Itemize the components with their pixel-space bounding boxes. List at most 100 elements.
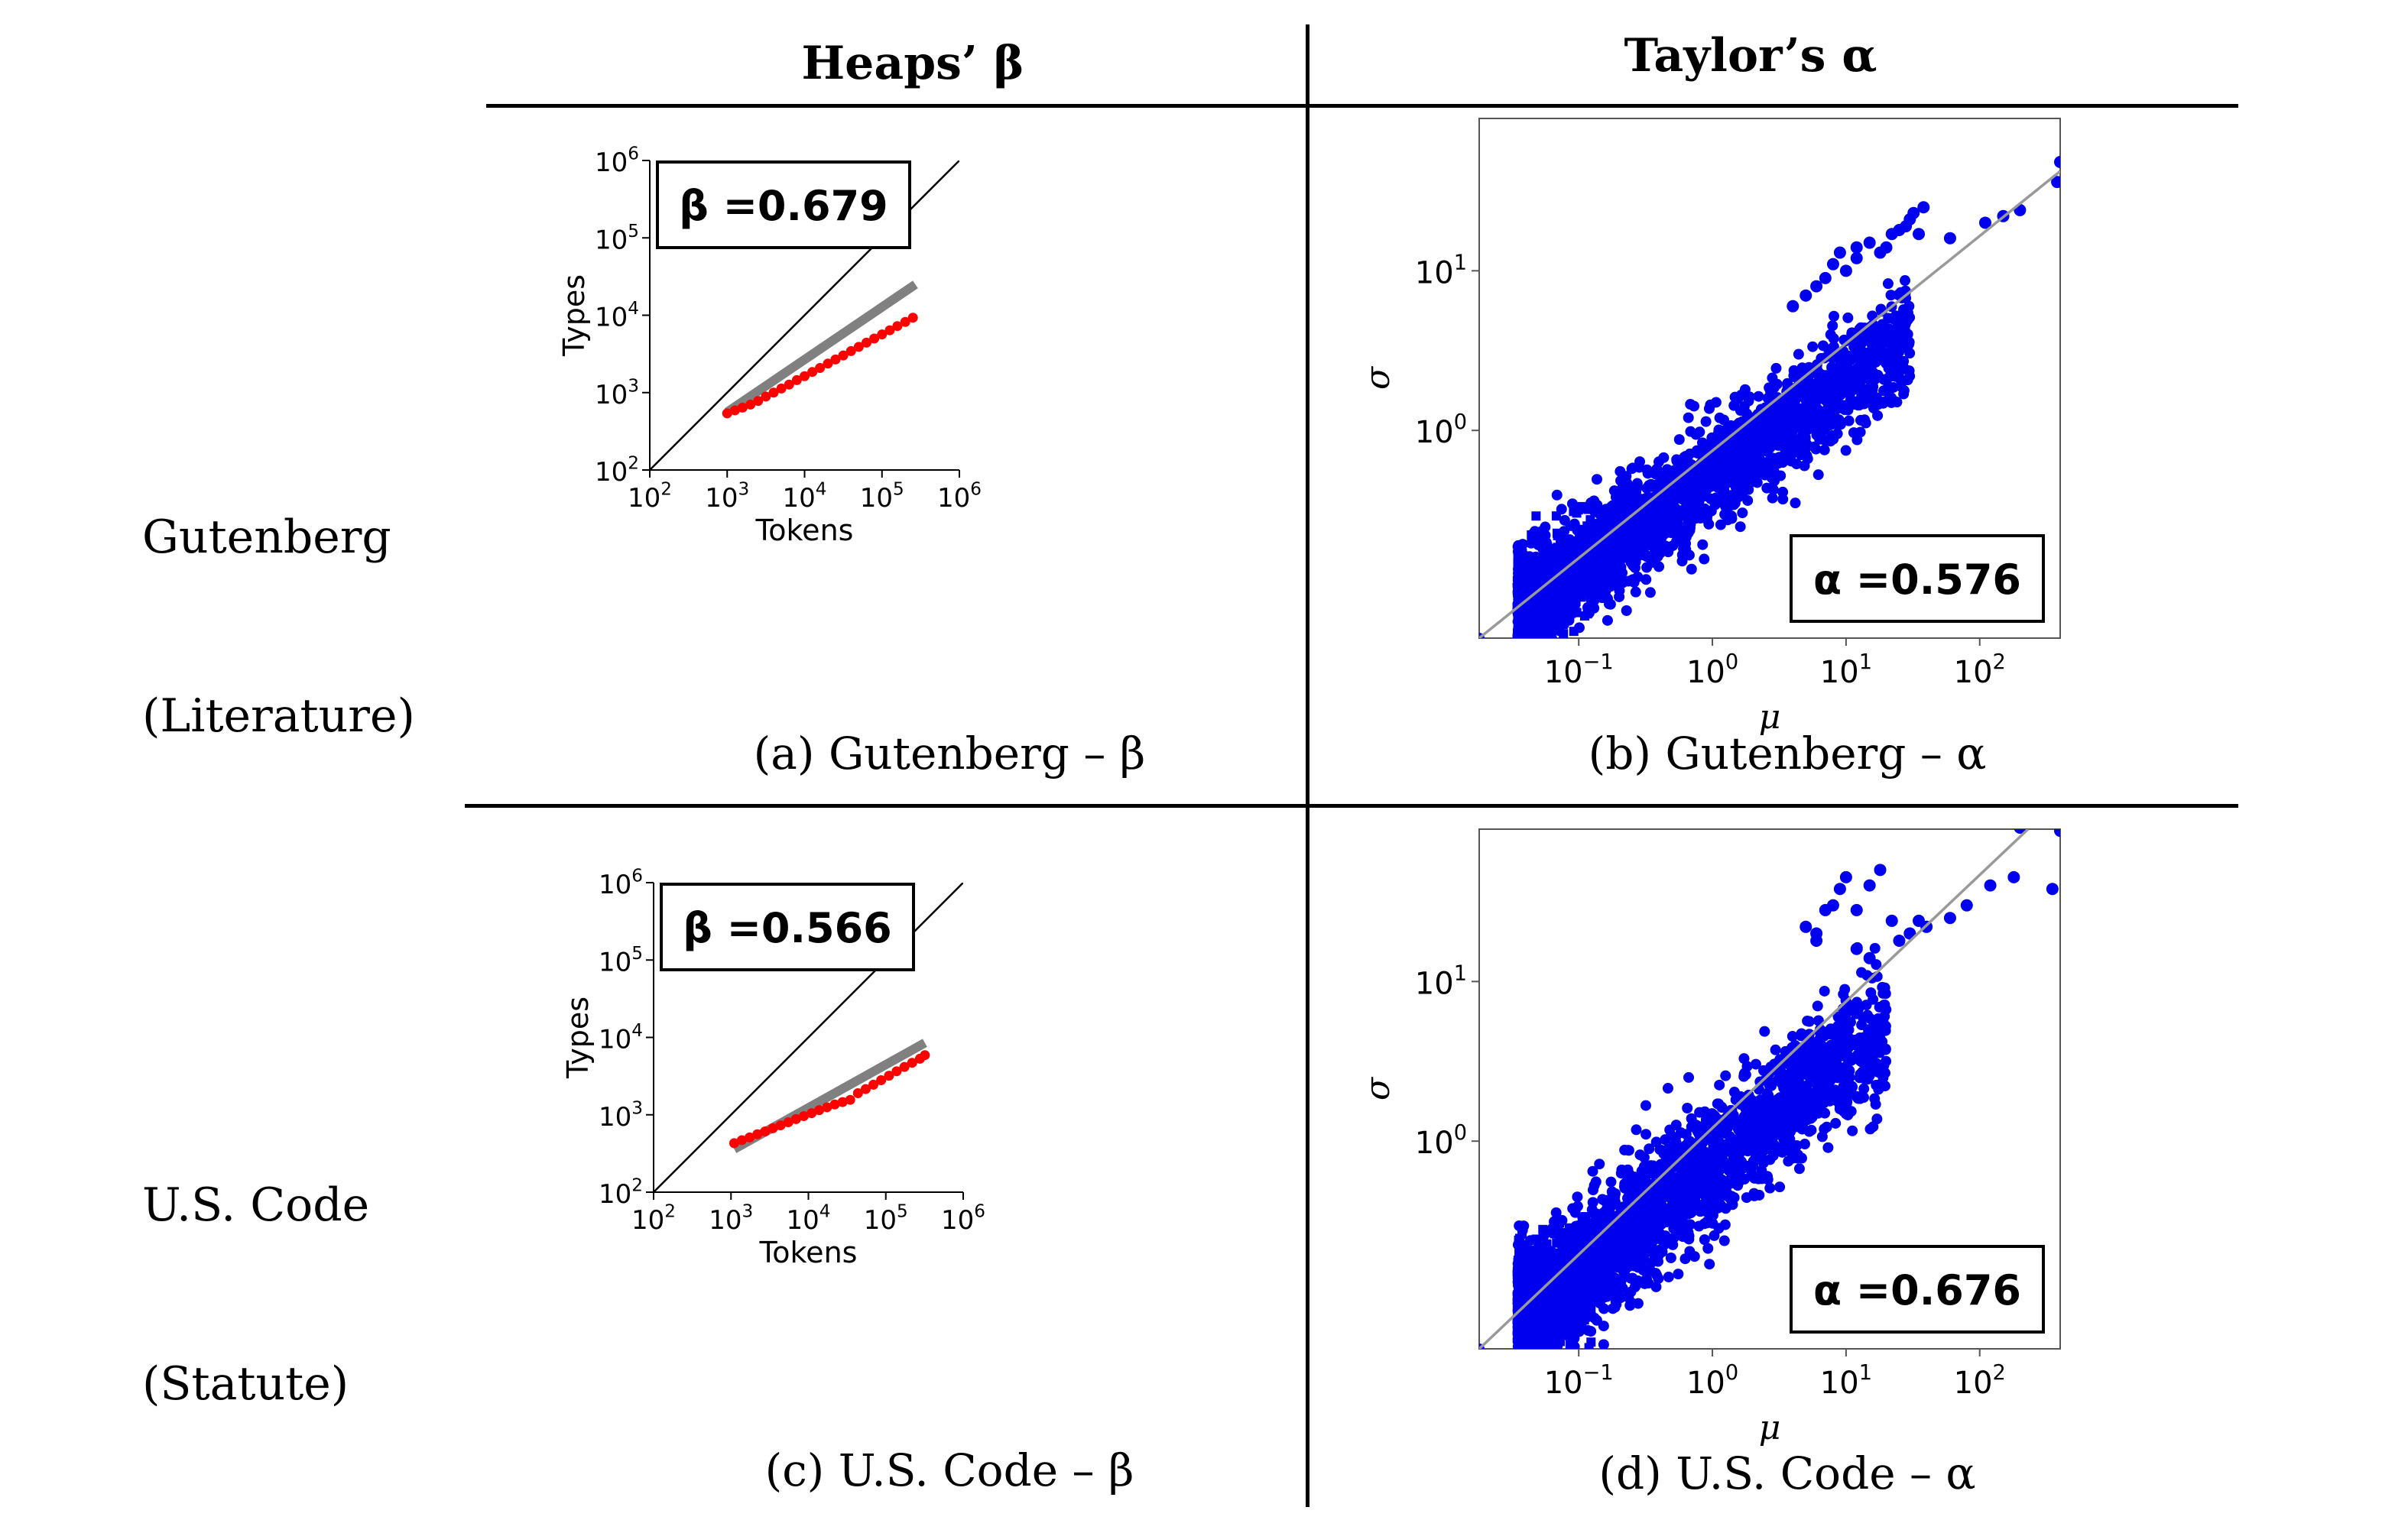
- data-point: [1721, 455, 1731, 465]
- data-point: [1899, 339, 1910, 349]
- data-point: [1653, 551, 1663, 562]
- data-point: [1775, 417, 1786, 428]
- data-point: [1548, 544, 1559, 555]
- tick-base: 10: [937, 483, 970, 514]
- data-point: [1520, 1350, 1529, 1360]
- data-point: [1663, 1272, 1674, 1282]
- data-point: [1567, 1351, 1578, 1362]
- data-point: [1520, 652, 1529, 661]
- tick-base: 10: [860, 483, 893, 514]
- data-point: [1552, 490, 1563, 501]
- y-axis-label: σ: [1358, 1076, 1397, 1100]
- tick-exponent: 5: [631, 944, 643, 964]
- tick-base: 10: [595, 380, 628, 410]
- data-point: [1517, 556, 1528, 567]
- data-point: [1566, 1352, 1575, 1361]
- data-point: [1667, 540, 1678, 551]
- y-tick-label: 101: [1415, 251, 1467, 290]
- data-point: [1673, 1269, 1683, 1279]
- data-point: [1679, 504, 1690, 514]
- data-point: [1514, 1357, 1523, 1366]
- data-point: [1777, 399, 1787, 410]
- data-point: [1793, 349, 1804, 360]
- y-tick-label: 106: [595, 144, 639, 178]
- data-point: [1645, 587, 1656, 598]
- data-point: [1520, 657, 1529, 666]
- data-point: [1812, 1000, 1823, 1011]
- data-point: [1681, 532, 1692, 543]
- outlier-point: [1834, 247, 1846, 259]
- data-point: [1517, 1383, 1527, 1392]
- data-point: [1626, 555, 1637, 566]
- data-point: [1618, 545, 1629, 556]
- data-point: [1538, 542, 1547, 551]
- data-point: [1828, 369, 1838, 380]
- data-point: [1514, 1373, 1525, 1384]
- data-point: [1741, 1192, 1752, 1203]
- data-point: [1638, 549, 1649, 560]
- data-point: [1517, 1408, 1526, 1417]
- data-point: [1883, 278, 1894, 289]
- y-tick-label: 103: [595, 376, 639, 410]
- data-point: [1553, 591, 1563, 601]
- data-point: [1520, 637, 1530, 647]
- data-point: [1898, 356, 1909, 367]
- data-point: [1744, 391, 1755, 402]
- data-point: [1585, 559, 1594, 568]
- data-point: [1658, 452, 1669, 463]
- data-point: [1631, 587, 1641, 598]
- data-point: [1514, 1359, 1525, 1369]
- data-point: [1770, 458, 1780, 468]
- data-point: [1769, 382, 1780, 393]
- data-point: [1886, 290, 1897, 300]
- data-point: [1526, 1369, 1537, 1379]
- data-point: [1515, 1356, 1524, 1365]
- data-point: [1799, 445, 1809, 455]
- data-point: [1513, 1352, 1524, 1363]
- x-tick-label: 102: [1954, 650, 2006, 690]
- data-point: [1859, 414, 1870, 425]
- tick-base: 10: [595, 303, 628, 333]
- data-point: [1519, 1383, 1530, 1394]
- outlier-point: [1923, 107, 1936, 111]
- tick-exponent: 3: [628, 376, 639, 396]
- tick-base: 10: [599, 1179, 631, 1210]
- data-point: [1759, 1026, 1770, 1037]
- data-point: [1784, 421, 1795, 432]
- tick-base: 10: [783, 483, 816, 514]
- outlier-point: [2054, 156, 2066, 168]
- tick-base: 10: [595, 147, 628, 178]
- data-point: [1819, 986, 1830, 997]
- data-point: [1527, 636, 1538, 647]
- x-tick-label: 105: [864, 1202, 908, 1236]
- data-point: [1543, 612, 1553, 623]
- data-point: [845, 1095, 855, 1105]
- data-point: [1540, 530, 1550, 541]
- data-point: [1517, 1358, 1527, 1367]
- data-point: [1514, 664, 1524, 675]
- data-point: [1672, 493, 1683, 504]
- data-point: [1600, 510, 1611, 520]
- data-point: [1520, 1361, 1530, 1370]
- data-point: [1649, 481, 1660, 492]
- data-point: [1719, 509, 1730, 520]
- data-point: [920, 1050, 930, 1060]
- annotation-text: β =0.566: [683, 904, 892, 952]
- data-point: [1534, 645, 1543, 654]
- data-point: [1634, 522, 1645, 533]
- outlier-point: [1864, 237, 1876, 249]
- data-point: [1517, 1350, 1527, 1360]
- tick-base: 10: [631, 1205, 664, 1236]
- row-label-gutenberg: Gutenberg (Literature): [142, 388, 415, 865]
- y-tick-label: 105: [599, 944, 643, 977]
- data-point: [1602, 615, 1613, 626]
- tick-exponent: 0: [1454, 1121, 1467, 1145]
- data-point: [1699, 468, 1709, 479]
- data-point: [1753, 426, 1764, 436]
- tick-base: 10: [1415, 966, 1454, 1001]
- data-point: [1548, 1343, 1557, 1353]
- data-point: [1621, 524, 1631, 535]
- data-point: [1685, 426, 1696, 437]
